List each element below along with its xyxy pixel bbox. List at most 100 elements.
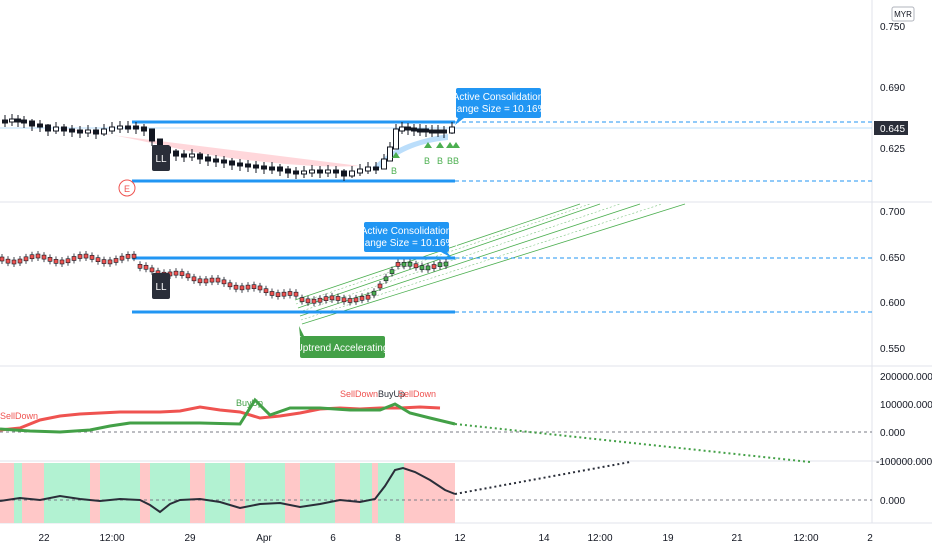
- candle: [443, 259, 449, 270]
- candle: [9, 114, 15, 126]
- signal-label: SellDown: [398, 389, 436, 399]
- candle: [263, 285, 269, 296]
- osc-tick: -100000.000: [876, 457, 932, 468]
- candle: [2, 115, 8, 127]
- price-tick: 0.690: [880, 83, 905, 94]
- candle: [29, 119, 35, 131]
- candles-pane-1: [2, 114, 455, 181]
- candle: [41, 252, 47, 263]
- candle: [61, 124, 67, 136]
- candle: [301, 166, 307, 178]
- candle: [21, 116, 27, 128]
- candle: [181, 150, 187, 162]
- time-tick: 12:00: [793, 533, 818, 544]
- regime-band: [300, 463, 335, 523]
- regime-bands: [0, 463, 455, 523]
- candle: [149, 128, 155, 146]
- price-tick: 0.625: [880, 144, 905, 155]
- candle: [119, 253, 125, 264]
- candle: [229, 158, 235, 170]
- time-tick: 22: [38, 533, 50, 544]
- candle: [149, 264, 155, 275]
- candle: [45, 124, 51, 136]
- candle: [257, 282, 263, 293]
- candle: [405, 123, 411, 135]
- consolidation-tag-line1: Active Consolidation: [453, 92, 544, 103]
- candles-pane-2: [0, 251, 449, 307]
- signal-label: BuyUp: [236, 398, 263, 408]
- candle: [423, 125, 429, 137]
- ll-tag-label: LL: [155, 282, 167, 293]
- candle: [435, 125, 441, 137]
- candle: [287, 288, 293, 299]
- regime-band: [22, 463, 44, 523]
- regime-band: [360, 463, 372, 523]
- candle: [407, 259, 413, 270]
- price-tick: 0.750: [880, 22, 905, 33]
- time-tick: 8: [395, 533, 401, 544]
- buy-marker-label: B: [424, 156, 430, 166]
- buy-marker: [452, 142, 460, 148]
- buy-marker: [424, 142, 432, 148]
- candle: [275, 289, 281, 300]
- uptrend-tag-pointer: [299, 326, 304, 336]
- time-tick: 21: [731, 533, 743, 544]
- regime-band: [335, 463, 360, 523]
- candle: [335, 293, 341, 304]
- regime-band: [44, 463, 90, 523]
- regime-band: [245, 463, 285, 523]
- price-tick: 0.700: [880, 207, 905, 218]
- candle: [197, 152, 203, 164]
- candle: [329, 292, 335, 303]
- candle: [17, 256, 23, 267]
- time-tick: 12:00: [587, 533, 612, 544]
- candle: [11, 256, 17, 267]
- candle: [0, 254, 5, 264]
- regime-band: [372, 463, 378, 523]
- momentum-line: [0, 466, 456, 514]
- regime-band: [285, 463, 300, 523]
- candle: [237, 159, 243, 171]
- regime-band: [404, 463, 455, 523]
- candle: [389, 266, 395, 277]
- last-price-value: 0.645: [880, 124, 905, 135]
- candle: [365, 292, 371, 303]
- candle: [93, 127, 99, 139]
- candle: [431, 261, 437, 272]
- candle: [311, 296, 317, 307]
- candle: [383, 273, 389, 284]
- consolidation-tag: [364, 222, 449, 252]
- candle: [69, 125, 75, 137]
- candle: [179, 268, 185, 279]
- candle: [53, 256, 59, 267]
- candle: [251, 281, 257, 292]
- candle: [333, 166, 339, 178]
- candle: [293, 167, 299, 179]
- candle: [239, 282, 245, 293]
- candle: [23, 253, 29, 264]
- currency-badge[interactable]: [891, 6, 915, 22]
- ma-band-blue: [372, 134, 448, 168]
- buy-marker: [446, 142, 454, 148]
- time-tick: Apr: [256, 533, 272, 544]
- time-tick: 12: [454, 533, 466, 544]
- candle: [77, 251, 83, 262]
- uptrend-tag-label: Uptrend Accelerating: [296, 343, 389, 354]
- candle: [419, 262, 425, 273]
- ma-band-red: [55, 128, 360, 167]
- candle: [203, 275, 209, 286]
- candle: [35, 251, 41, 262]
- candle: [53, 122, 59, 134]
- candle: [353, 294, 359, 305]
- candle: [293, 289, 299, 300]
- candle: [209, 275, 215, 286]
- regime-band: [150, 463, 190, 523]
- candle: [347, 295, 353, 306]
- buy-marker-label: B: [437, 156, 443, 166]
- candle: [101, 124, 107, 136]
- time-tick: 12:00: [99, 533, 124, 544]
- momentum-pane: 0.000: [0, 461, 905, 523]
- candle: [429, 125, 435, 137]
- candle: [413, 260, 419, 271]
